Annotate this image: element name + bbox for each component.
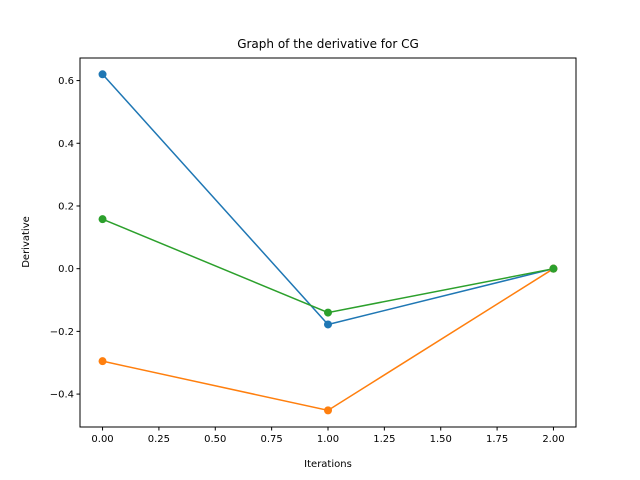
series-3-point xyxy=(98,215,107,224)
series-2-line xyxy=(102,268,554,412)
series-3-line xyxy=(102,218,554,314)
y-axis-label: Derivative xyxy=(21,216,32,268)
x-tick-label: 1.25 xyxy=(373,434,395,445)
x-tick-label: 0.50 xyxy=(204,434,226,445)
x-tick-label: 1.50 xyxy=(430,434,452,445)
series-2-point xyxy=(98,357,107,366)
series-1-point xyxy=(98,70,107,79)
plot-frame xyxy=(79,57,577,428)
y-tick-label: −0.2 xyxy=(50,327,74,338)
x-axis: 0.00 0.25 0.50 0.75 1.00 1.25 1.50 1.75 2.00 xyxy=(91,427,565,445)
series-1-line xyxy=(101,73,554,326)
plot-area xyxy=(98,70,558,415)
series-3-point xyxy=(324,308,332,317)
y-tick-label: 0.0 xyxy=(58,264,74,275)
series-1-point xyxy=(324,320,332,329)
y-tick-label: 0.4 xyxy=(58,139,74,150)
y-axis: −0.4 −0.2 0.0 0.2 0.4 0.6 xyxy=(50,76,80,401)
x-tick-label: 0.75 xyxy=(261,434,283,445)
series-3-point xyxy=(549,264,558,273)
x-tick-label: 1.75 xyxy=(486,434,508,445)
x-tick-label: 0.25 xyxy=(148,434,170,445)
x-axis-label: Iterations xyxy=(304,459,352,470)
x-tick-label: 2.00 xyxy=(542,434,564,445)
series-2-point xyxy=(324,406,332,415)
y-tick-label: 0.2 xyxy=(58,201,74,212)
x-tick-label: 0.00 xyxy=(91,434,113,445)
x-tick-label: 1.00 xyxy=(317,434,339,445)
chart-title: Graph of the derivative for CG xyxy=(237,37,419,51)
y-tick-label: 0.6 xyxy=(58,76,74,87)
y-tick-label: −0.4 xyxy=(50,390,74,401)
